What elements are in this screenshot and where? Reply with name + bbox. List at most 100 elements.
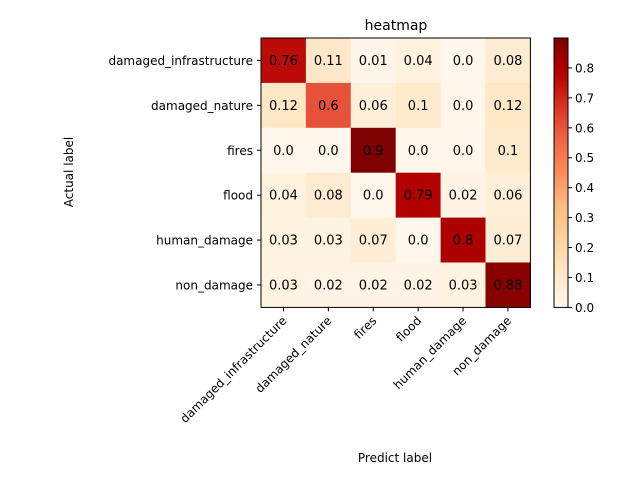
cell-value-label: 0.1	[498, 144, 519, 159]
cell-value-label: 0.76	[269, 54, 298, 69]
cell-value-label: 0.02	[404, 278, 433, 293]
heatmap-cell	[440, 172, 487, 219]
heatmap-cell	[261, 262, 307, 308]
heatmap-cell	[350, 82, 397, 129]
cell-value-label: 0.0	[408, 234, 429, 249]
colorbar-tick-label: 0.8	[575, 61, 594, 75]
cell-value-label: 0.03	[269, 278, 298, 293]
y-tick-label: flood	[223, 189, 253, 203]
colorbar-tick-label: 0.6	[575, 121, 594, 135]
cell-value-label: 0.1	[408, 99, 429, 114]
cell-value-label: 0.02	[449, 189, 478, 204]
heatmap-cell	[485, 82, 531, 129]
colorbar: 0.0 0.1 0.2 0.3 0.4 0.5 0.6 0.7 0.8	[553, 37, 594, 315]
heatmap-cell	[395, 82, 442, 129]
cell-value-label: 0.07	[359, 234, 388, 249]
y-tick-label: damaged_infrastructure	[108, 54, 253, 68]
heatmap-cell	[350, 127, 397, 174]
y-tick-label: non_damage	[175, 278, 253, 292]
colorbar-gradient	[553, 37, 569, 308]
heatmap-cell	[261, 38, 307, 84]
cell-value-label: 0.0	[273, 144, 294, 159]
y-tick-label: human_damage	[156, 234, 253, 248]
heatmap-cell	[261, 217, 307, 264]
cell-value-label: 0.04	[404, 54, 433, 69]
heatmap-cell	[305, 127, 352, 174]
heatmap-cell	[395, 127, 442, 174]
cell-value-label: 0.02	[359, 278, 388, 293]
y-tick-label: damaged_nature	[151, 99, 253, 113]
heatmap-cell	[485, 38, 531, 84]
colorbar-tick-label: 0.5	[575, 151, 594, 165]
heatmap-cell	[350, 172, 397, 219]
cell-value-label: 0.04	[269, 189, 298, 204]
cell-value-label: 0.8	[453, 234, 474, 249]
heatmap-cell	[261, 82, 307, 129]
cell-value-label: 0.88	[493, 278, 522, 293]
heatmap-cell	[261, 172, 307, 219]
heatmap-cell	[485, 127, 531, 174]
heatmap-cell	[485, 217, 531, 264]
cell-value-label: 0.79	[404, 189, 433, 204]
heatmap-cell	[305, 217, 352, 264]
colorbar-tick-label: 0.4	[575, 181, 594, 195]
heatmap-cell	[350, 38, 397, 84]
cell-value-label: 0.9	[363, 144, 384, 159]
cell-value-label: 0.6	[318, 99, 339, 114]
heatmap-cell	[440, 127, 487, 174]
cell-value-label: 0.07	[493, 234, 522, 249]
cell-value-label: 0.11	[314, 54, 343, 69]
cell-value-label: 0.08	[314, 189, 343, 204]
cell-value-label: 0.0	[363, 189, 384, 204]
cell-value-label: 0.06	[359, 99, 388, 114]
x-tick-label: flood	[393, 314, 424, 345]
colorbar-tick-label: 0.3	[575, 211, 594, 225]
colorbar-tick-label: 0.7	[575, 91, 594, 105]
x-axis-title: Predict label	[358, 451, 432, 465]
cell-value-label: 0.12	[493, 99, 522, 114]
cell-value-label: 0.0	[453, 54, 474, 69]
colorbar-tick-label: 0.0	[575, 301, 594, 315]
heatmap-cell	[485, 262, 531, 308]
cell-value-label: 0.12	[269, 99, 298, 114]
cell-value-label: 0.02	[314, 278, 343, 293]
chart-title: heatmap	[365, 18, 428, 34]
heatmap-cell	[395, 172, 442, 219]
heatmap-cell	[350, 262, 397, 308]
heatmap-grid: 0.76 0.11 0.01 0.04 0.0 0.08 0.12 0.6 0.06 0.1 0.0…	[260, 37, 531, 308]
heatmap-cell	[305, 82, 352, 129]
x-tick-label: damaged_nature	[252, 314, 334, 396]
heatmap-cell	[261, 127, 307, 174]
colorbar-tick-label: 0.2	[575, 241, 594, 255]
cell-value-label: 0.03	[449, 278, 478, 293]
heatmap-cell	[440, 217, 487, 264]
cell-value-label: 0.08	[493, 54, 522, 69]
cell-value-label: 0.0	[453, 99, 474, 114]
y-axis: damaged_infrastructure damaged_naturefire…	[108, 54, 261, 292]
heatmap-cell	[440, 38, 487, 84]
heatmap-cell	[305, 262, 352, 308]
cell-value-label: 0.0	[408, 144, 429, 159]
heatmap-cell	[395, 38, 442, 84]
heatmap-cell	[395, 217, 442, 264]
cell-value-label: 0.03	[269, 234, 298, 249]
x-tick-label: fires	[351, 314, 379, 342]
plot-frame	[260, 37, 531, 308]
colorbar-tick-label: 0.1	[575, 271, 594, 285]
heatmap-cell	[305, 172, 352, 219]
cell-value-label: 0.01	[359, 54, 388, 69]
heatmap-cell	[485, 172, 531, 219]
heatmap-cell	[305, 38, 352, 84]
y-axis-title: Actual label	[62, 137, 76, 207]
heatmap-cell	[350, 217, 397, 264]
y-tick-label: fires	[227, 144, 253, 158]
cell-value-label: 0.06	[493, 189, 522, 204]
heatmap-cell	[395, 262, 442, 308]
cell-value-label: 0.03	[314, 234, 343, 249]
cell-value-label: 0.0	[318, 144, 339, 159]
cell-value-label: 0.0	[453, 144, 474, 159]
heatmap-cell	[440, 262, 487, 308]
